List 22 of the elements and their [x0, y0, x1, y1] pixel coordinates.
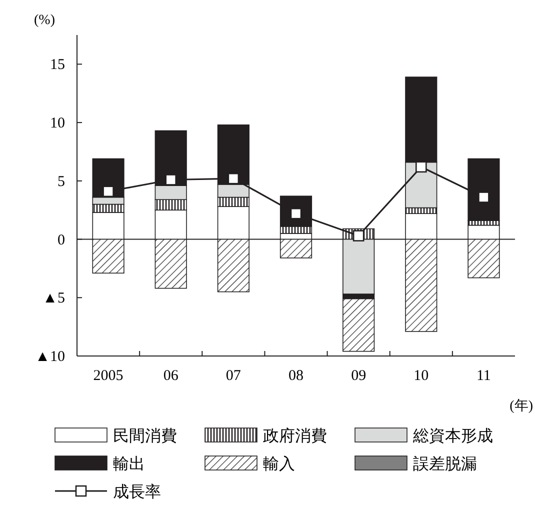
legend-label: 成長率 [113, 483, 161, 501]
x-tick-label: 11 [476, 368, 491, 384]
legend-label: 総資本形成 [412, 427, 493, 445]
legend-label: 誤差脱漏 [413, 455, 477, 473]
x-tick-label: 2005 [93, 368, 124, 384]
x-tick-label: 07 [226, 368, 242, 384]
legend-label: 民間消費 [113, 427, 177, 445]
legend-label: 政府消費 [263, 427, 327, 445]
y-tick-label: 5 [58, 174, 65, 190]
y-tick-label: 10 [50, 116, 65, 132]
x-tick-label: 08 [288, 368, 304, 384]
y-axis-title: (%) [34, 13, 56, 28]
x-tick-label: 06 [163, 368, 179, 384]
y-tick-label: ▲5 [42, 290, 65, 307]
y-tick-label: 0 [58, 232, 65, 248]
y-tick-label: ▲10 [35, 349, 65, 365]
legend-label: 輸出 [113, 455, 145, 473]
y-tick-label: 15 [50, 57, 65, 74]
legend-label: 輸入 [263, 455, 295, 473]
x-tick-label: 10 [414, 368, 429, 384]
x-tick-label: 09 [351, 368, 366, 384]
x-axis-title: (年) [510, 398, 534, 414]
